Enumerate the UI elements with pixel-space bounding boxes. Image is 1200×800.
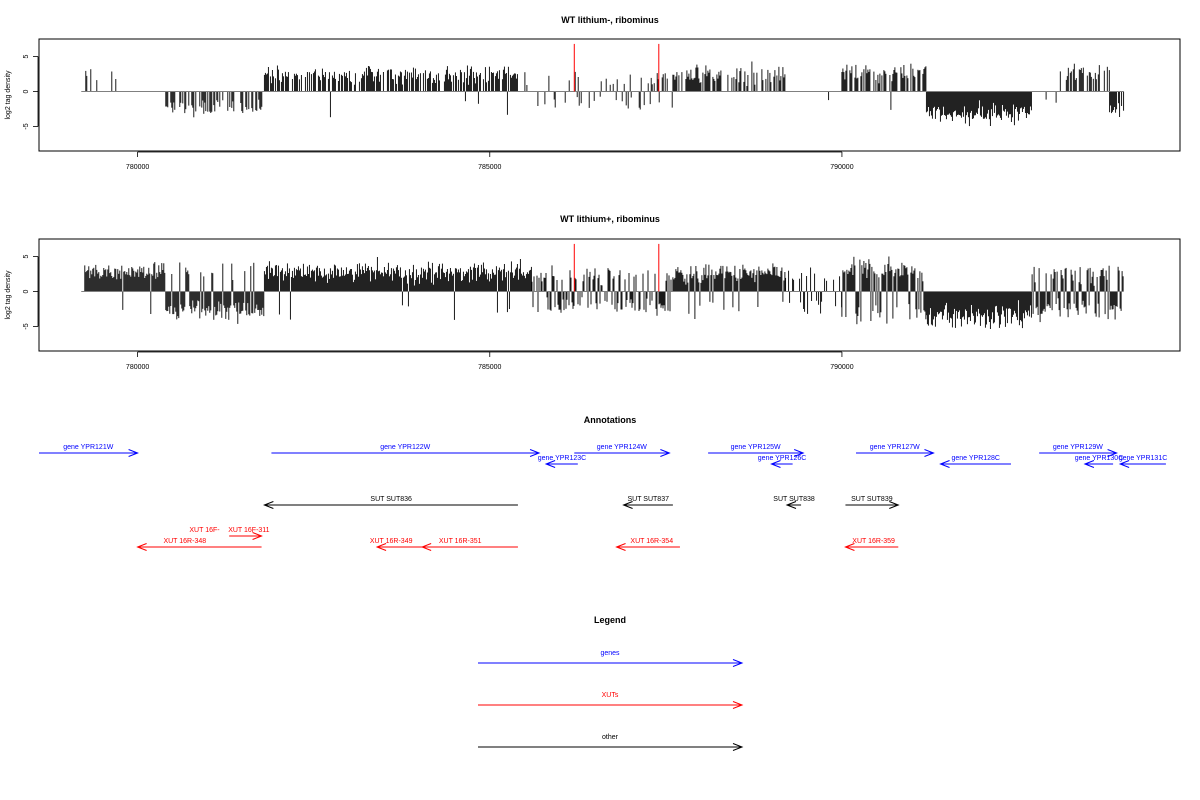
feature-label: XUT 16R-359 bbox=[852, 538, 895, 545]
xut-feature: XUT 16R-348 bbox=[136, 538, 262, 551]
sut-feature: SUT SUT836 bbox=[263, 496, 518, 509]
y-axis-label: log2 tag density bbox=[5, 70, 12, 120]
legend-title: Legend bbox=[594, 615, 626, 625]
plot-frame bbox=[38, 238, 1181, 352]
feature-label: XUT 16R-354 bbox=[630, 538, 673, 545]
x-tick-label: 790000 bbox=[830, 164, 853, 171]
y-tick-label: 5 bbox=[23, 254, 30, 258]
gene-feature: gene YPR127W bbox=[856, 444, 935, 457]
density-bars bbox=[81, 243, 1124, 329]
track-panel-lithium-plus: WT lithium+, ribominus log2 tag density … bbox=[5, 214, 1181, 371]
feature-label: gene YPR129W bbox=[1053, 444, 1103, 451]
feature-label: XUT 16F-311 bbox=[228, 527, 269, 534]
gene-feature: gene YPR130C bbox=[1075, 455, 1124, 468]
feature-label: gene YPR124W bbox=[597, 444, 647, 451]
axes: 780000 785000 790000 -5 0 5 bbox=[23, 254, 854, 371]
feature-label: XUT 16F- bbox=[189, 527, 220, 534]
feature-label: gene YPR126C bbox=[758, 455, 807, 462]
feature-label: XUT 16R-348 bbox=[163, 538, 206, 545]
feature-label: SUT SUT838 bbox=[773, 496, 815, 503]
feature-label: XUTs bbox=[602, 692, 619, 699]
feature-label: SUT SUT837 bbox=[627, 496, 669, 503]
xut-feature: XUT 16R-351 bbox=[420, 538, 518, 551]
feature-label: SUT SUT836 bbox=[370, 496, 412, 503]
x-tick-label: 785000 bbox=[478, 364, 501, 371]
legend-item-XUTs: XUTs bbox=[478, 692, 744, 709]
xut-feature: XUT 16R-359 bbox=[844, 538, 899, 551]
x-tick-label: 785000 bbox=[478, 164, 501, 171]
y-tick-label: 0 bbox=[23, 289, 30, 293]
plot-frame bbox=[38, 38, 1181, 152]
sut-feature: SUT SUT838 bbox=[773, 496, 815, 509]
y-tick-label: -5 bbox=[23, 123, 30, 129]
sut-feature: SUT SUT837 bbox=[622, 496, 673, 509]
annotations-track: Annotations gene YPR121W gene YPR122Wgene… bbox=[39, 415, 1167, 551]
y-axis-label: log2 tag density bbox=[5, 270, 12, 320]
feature-label: XUT 16R-351 bbox=[439, 538, 482, 545]
feature-label: other bbox=[602, 734, 619, 741]
feature-label: gene YPR123C bbox=[538, 455, 587, 462]
y-tick-label: 5 bbox=[23, 54, 30, 58]
feature-label: gene YPR127W bbox=[870, 444, 920, 451]
panel-title: WT lithium-, ribominus bbox=[561, 15, 659, 25]
gene-feature: gene YPR124W bbox=[574, 444, 671, 457]
feature-label: XUT 16R-349 bbox=[370, 538, 413, 545]
xut-feature: XUT 16F-311 bbox=[228, 527, 270, 540]
gene-feature: gene YPR131C bbox=[1118, 455, 1168, 468]
panel-title: WT lithium+, ribominus bbox=[560, 214, 660, 224]
y-tick-label: -5 bbox=[23, 323, 30, 329]
feature-label: gene YPR122W bbox=[380, 444, 430, 451]
y-tick-label: 0 bbox=[23, 89, 30, 93]
x-tick-label: 780000 bbox=[126, 164, 149, 171]
annotation-features: gene YPR121W gene YPR122W gene YPR123C gene… bbox=[39, 444, 1167, 551]
annotations-title: Annotations bbox=[584, 415, 637, 425]
feature-label: genes bbox=[600, 650, 620, 657]
feature-label: gene YPR131C bbox=[1119, 455, 1168, 462]
legend-items: genes XUTs other bbox=[478, 650, 744, 751]
gene-feature: gene YPR126C bbox=[758, 455, 807, 468]
xut-feature: XUT 16R-354 bbox=[615, 538, 680, 551]
density-bars bbox=[81, 43, 1125, 127]
feature-label: SUT SUT839 bbox=[851, 496, 893, 503]
gene-feature: gene YPR128C bbox=[939, 455, 1011, 468]
feature-label: gene YPR128C bbox=[951, 455, 1000, 462]
sut-feature: SUT SUT839 bbox=[845, 496, 900, 509]
feature-label: gene YPR125W bbox=[731, 444, 781, 451]
legend-item-other: other bbox=[478, 734, 744, 751]
feature-label: gene YPR121W bbox=[63, 444, 113, 451]
gene-feature: gene YPR129W bbox=[1039, 444, 1118, 457]
legend: Legend genes XUTs other bbox=[478, 615, 744, 751]
axes: 780000 785000 790000 -5 0 5 bbox=[23, 54, 854, 171]
feature-label: gene YPR130C bbox=[1075, 455, 1124, 462]
gene-feature: gene YPR121W bbox=[39, 444, 139, 457]
gene-feature: gene YPR125W bbox=[708, 444, 805, 457]
x-tick-label: 790000 bbox=[830, 364, 853, 371]
gene-feature: gene YPR123C bbox=[538, 455, 587, 468]
xut-feature: XUT 16R-349 bbox=[370, 538, 423, 551]
gene-feature: gene YPR122W bbox=[271, 444, 541, 457]
legend-item-genes: genes bbox=[478, 650, 744, 667]
x-tick-label: 780000 bbox=[126, 364, 149, 371]
track-panel-lithium-minus: WT lithium-, ribominus log2 tag density … bbox=[5, 15, 1181, 171]
